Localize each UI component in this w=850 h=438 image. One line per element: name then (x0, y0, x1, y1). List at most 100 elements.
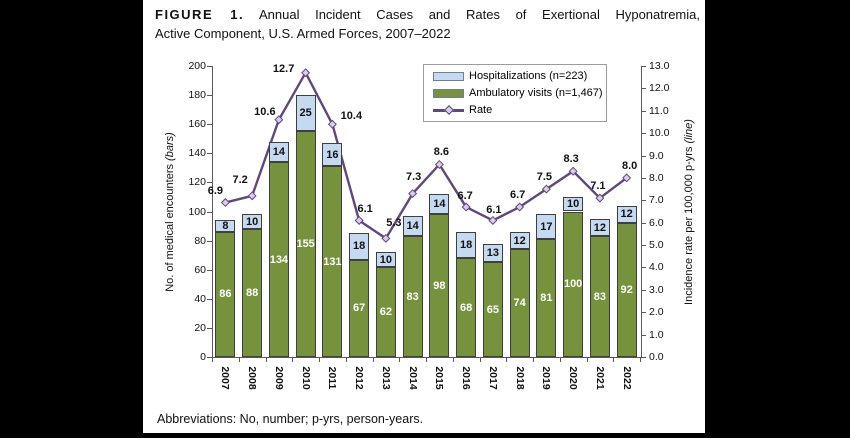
year-label: 2015 (433, 366, 446, 390)
right-axis-tick (641, 110, 646, 112)
hospitalizations-bar (456, 231, 477, 259)
right-axis-tick (641, 222, 646, 224)
ambulatory-bar (375, 266, 396, 357)
x-axis-tick (479, 358, 481, 362)
left-axis-tick (207, 298, 212, 300)
year-label: 2018 (513, 366, 526, 390)
x-axis-tick (265, 358, 267, 362)
year-label: 2013 (379, 366, 392, 390)
x-axis-tick (452, 358, 454, 362)
left-axis-tick-label: 200 (188, 60, 206, 72)
ambulatory-bar (242, 228, 263, 357)
left-axis-tick (207, 66, 212, 67)
legend-item-hospitalizations: Hospitalizations (n=223) (433, 70, 606, 82)
right-axis-tick (641, 200, 646, 202)
right-axis-tick (641, 177, 646, 179)
hospitalizations-value-label: 13 (486, 246, 499, 259)
title-line-2: Active Component, U.S. Armed Forces, 200… (155, 26, 451, 41)
ambulatory-value-label: 98 (433, 279, 446, 292)
right-axis-tick (641, 267, 646, 269)
right-axis-tick-label: 5.0 (649, 239, 664, 252)
left-axis-tick (207, 269, 212, 271)
right-axis-tick-label: 3.0 (649, 283, 664, 296)
x-axis-tick (292, 358, 294, 362)
rate-value-label: 6.9 (207, 184, 224, 197)
hospitalizations-bar (509, 231, 530, 250)
abbreviations-note: Abbreviations: No, number; p-yrs, person… (157, 412, 424, 426)
x-axis-tick (372, 358, 374, 362)
left-axis-tick-label: 0 (200, 351, 206, 363)
right-axis-title: Incidence rate per 100,000 p-yrs (line) (683, 119, 695, 305)
x-axis-tick (345, 358, 347, 362)
right-axis-tick-label: 0.0 (649, 351, 664, 363)
rate-value-label: 7.1 (590, 180, 606, 193)
rate-value-label: 7.3 (405, 170, 422, 183)
title-line-1: FIGURE 1. Annual Incident Cases and Rate… (155, 5, 700, 24)
x-axis-tick (319, 358, 320, 362)
year-label: 2022 (620, 366, 633, 390)
left-axis-tick-label: 120 (188, 176, 206, 189)
legend: Hospitalizations (n=223) Ambulatory visi… (423, 64, 607, 122)
right-axis-tick (641, 133, 646, 135)
year-label: 2010 (299, 366, 312, 390)
rate-line-swatch (433, 105, 464, 115)
legend-label-hospitalizations: Hospitalizations (n=223) (469, 70, 588, 82)
ambulatory-value-label: 131 (323, 255, 342, 268)
hospitalizations-value-label: 18 (460, 238, 473, 251)
rate-value-label: 8.0 (621, 159, 638, 172)
year-label: 2009 (272, 366, 285, 390)
year-label: 2011 (326, 366, 339, 390)
x-axis-tick (533, 358, 534, 362)
ambulatory-value-label: 134 (269, 253, 289, 266)
rate-value-label: 6.7 (509, 189, 526, 202)
ambulatory-value-label: 83 (593, 290, 606, 303)
hospitalizations-value-label: 16 (326, 148, 339, 161)
ambulatory-value-label: 67 (353, 302, 366, 315)
left-axis-tick-label: 160 (188, 118, 206, 131)
left-axis-tick (207, 240, 212, 242)
title-text: Annual Incident Cases and Rates of Exert… (258, 7, 700, 22)
right-axis-tick-label: 7.0 (649, 194, 664, 207)
hospitalizations-bar (589, 218, 610, 237)
left-axis-tick (207, 327, 212, 329)
hospitalizations-value-label: 12 (620, 208, 633, 221)
figure-title: FIGURE 1. Annual Incident Cases and Rate… (155, 5, 700, 43)
left-axis-tick-label: 80 (194, 234, 206, 247)
right-axis-tick-label: 1.0 (649, 328, 664, 341)
ambulatory-bar (563, 211, 584, 357)
hospitalizations-value-label: 14 (433, 198, 446, 211)
year-label: 2007 (219, 366, 232, 390)
right-axis-tick (641, 66, 646, 67)
year-label: 2020 (567, 366, 580, 390)
rate-value-label: 5.3 (386, 217, 402, 230)
rate-value-label: 6.1 (357, 203, 373, 216)
year-label: 2016 (460, 366, 473, 390)
right-axis-tick-label: 11.0 (649, 104, 669, 117)
ambulatory-bar (402, 236, 423, 357)
right-axis-tick (641, 245, 646, 247)
left-axis-tick-label: 180 (188, 89, 206, 102)
left-axis-tick-label: 20 (194, 321, 206, 334)
ambulatory-bar (268, 162, 289, 357)
hospitalizations-value-label: 10 (567, 198, 580, 211)
x-axis-tick (559, 358, 561, 362)
rate-marker-icon (443, 105, 454, 115)
hospitalizations-bar (536, 214, 557, 240)
ambulatory-value-label: 100 (563, 278, 583, 291)
left-axis-tick (207, 357, 212, 358)
figure-number: FIGURE 1. (155, 7, 245, 22)
hospitalizations-bar (268, 141, 289, 163)
right-axis-tick-label: 10.0 (649, 127, 670, 140)
right-axis-tick (641, 357, 646, 358)
ambulatory-bar (482, 262, 503, 357)
left-axis-tick (207, 182, 212, 184)
hospitalizations-value-label: 12 (513, 234, 526, 247)
rate-value-label: 12.7 (272, 62, 295, 75)
ambulatory-bar (322, 166, 343, 357)
left-axis-tick-label: 40 (194, 292, 206, 305)
hospitalizations-bar (375, 252, 396, 267)
year-label: 2012 (353, 366, 366, 390)
ambulatory-value-label: 92 (620, 284, 633, 297)
plot-area (212, 66, 642, 358)
hospitalizations-bar (563, 196, 584, 212)
